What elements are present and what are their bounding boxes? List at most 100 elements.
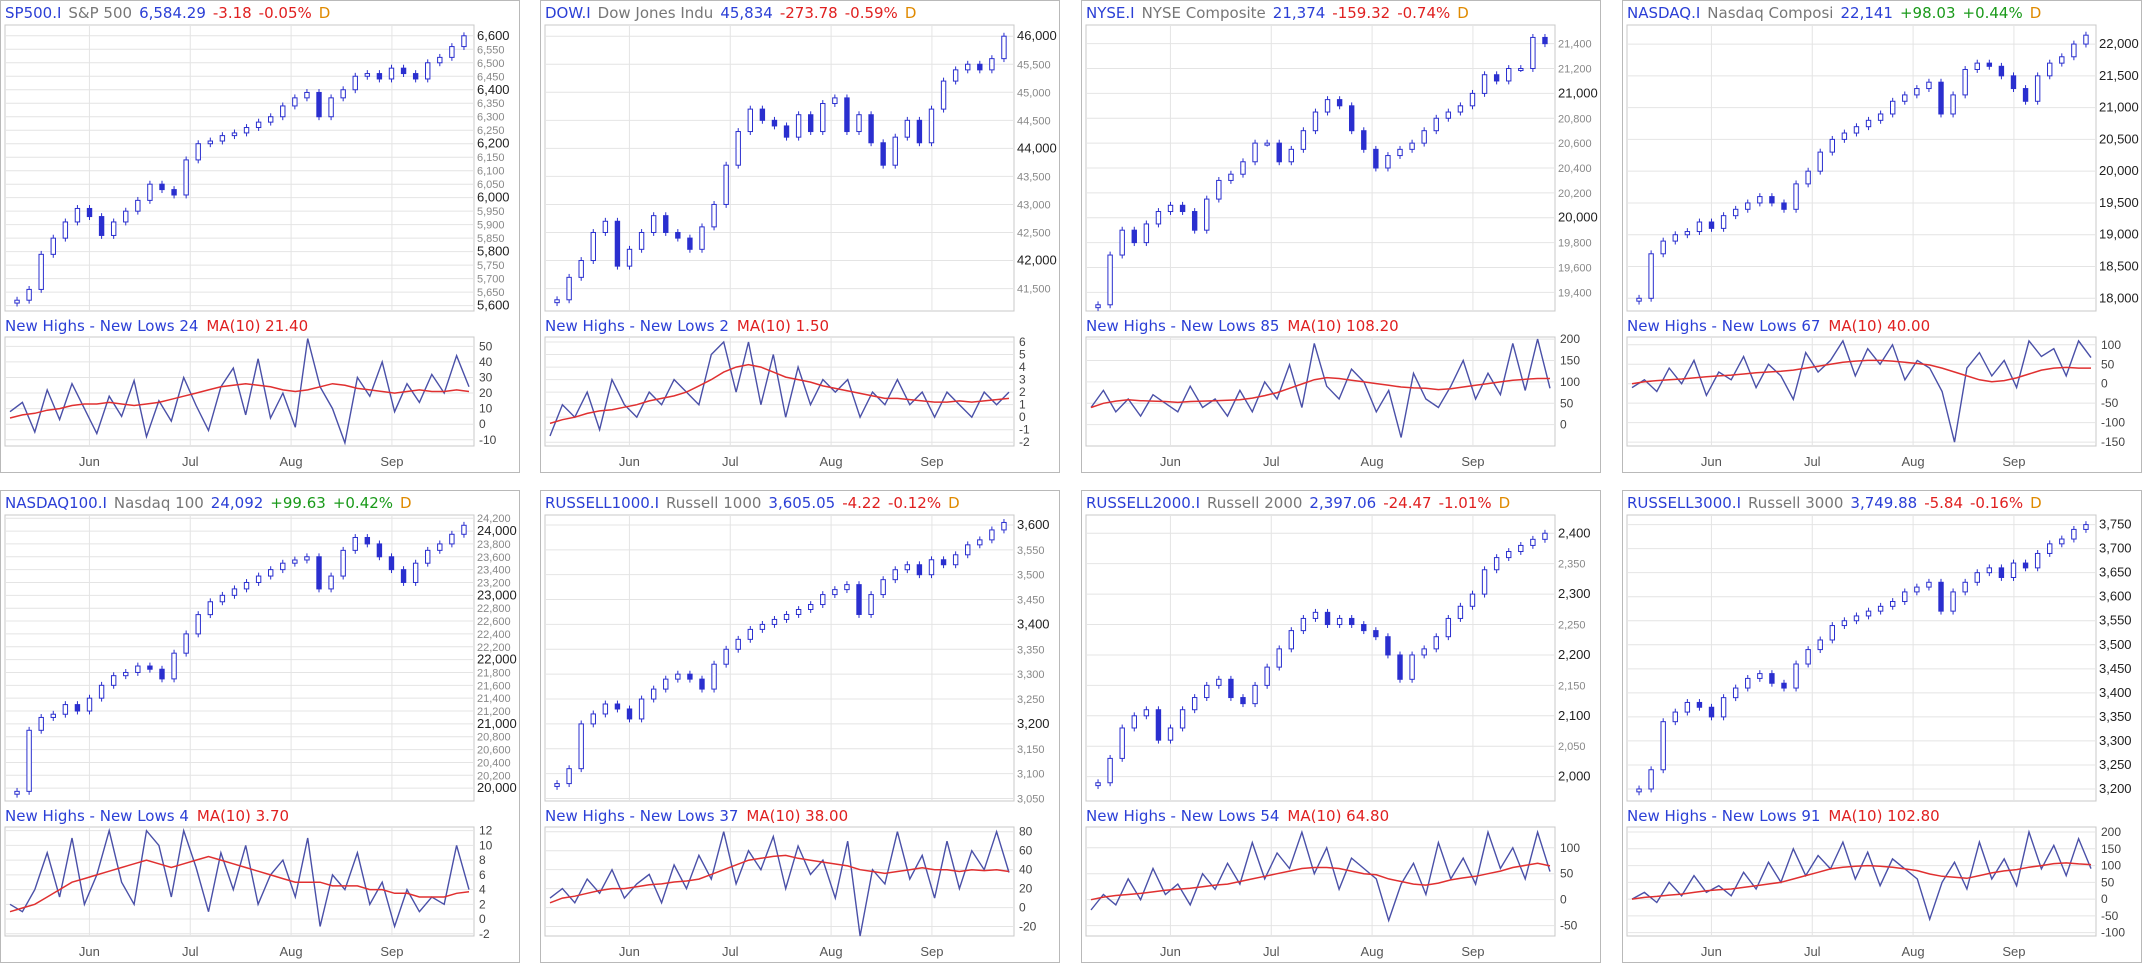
index-name: Russell 2000 [1207, 494, 1303, 512]
indicator-tick-label: 2 [479, 897, 486, 911]
y-tick-label: 20,400 [477, 757, 511, 769]
indicator-label: New Highs - New Lows 85 [1086, 317, 1280, 335]
y-tick-label: 22,000 [2099, 36, 2139, 51]
indicator-tick-label: -150 [2101, 435, 2125, 449]
candle-body [62, 704, 69, 715]
candle-body [602, 703, 609, 715]
candle-body [1348, 617, 1355, 626]
y-tick-label: 20,200 [1558, 188, 1592, 200]
candle-body [1397, 654, 1403, 680]
candle-body [425, 62, 431, 80]
candle-body [554, 299, 560, 304]
candle-body [376, 73, 383, 80]
y-tick-label: 3,600 [1017, 517, 1050, 532]
index-name: Russell 1000 [666, 494, 762, 512]
percent-change: -0.05% [258, 4, 312, 22]
frequency-label: D [400, 494, 412, 512]
x-tick-label: Aug [820, 454, 843, 469]
last-price: 6,584.29 [139, 4, 206, 22]
x-tick-label: Aug [820, 944, 843, 959]
candle-body [1336, 99, 1343, 107]
candle-body [892, 136, 898, 166]
indicator-tick-label: 50 [2101, 357, 2115, 371]
y-tick-label: 21,000 [2099, 100, 2139, 115]
x-tick-label: Jun [1160, 944, 1181, 959]
y-tick-label: 3,650 [2099, 565, 2132, 580]
indicator-tick-label: 40 [479, 355, 493, 369]
candle-body [952, 69, 959, 82]
candle-body [98, 216, 105, 236]
symbol-label: NASDAQ100.I [5, 494, 107, 512]
index-name: Nasdaq Composi [1707, 4, 1834, 22]
y-tick-label: 2,000 [1558, 769, 1591, 784]
candle-body [1708, 706, 1715, 718]
x-tick-label: Jun [79, 454, 100, 469]
candle-body [795, 609, 802, 615]
candle-body [699, 678, 705, 690]
last-price: 2,397.06 [1309, 494, 1377, 512]
y-tick-label: 20,400 [1558, 163, 1592, 175]
candle-body [1506, 68, 1512, 82]
candle-body [1216, 678, 1222, 686]
candle-body [400, 67, 407, 75]
indicator-tick-label: 3 [1019, 373, 1026, 387]
candle-body [1684, 231, 1691, 236]
chart-panel: NASDAQ.I Nasdaq Composi 22,141 +98.03 +0.44%… [1622, 0, 2142, 473]
y-tick-label: 21,400 [477, 693, 511, 705]
candle-body [807, 604, 814, 611]
candle-body [1926, 81, 1932, 90]
y-tick-label: 21,200 [1558, 64, 1592, 76]
percent-change: -0.74% [1397, 4, 1451, 22]
candle-body [38, 253, 44, 290]
candle-body [1373, 148, 1379, 169]
indicator-tick-label: -100 [2101, 926, 2125, 940]
candle-body [1385, 155, 1391, 169]
indicator-tick-label: -10 [479, 433, 497, 447]
candle-body [98, 684, 105, 699]
candle-body [1542, 532, 1548, 540]
candle-body [1252, 684, 1258, 705]
chart-header: RUSSELL2000.I Russell 2000 2,397.06 -24.47-… [1086, 493, 1517, 513]
ma-label: MA(10) 102.80 [1828, 807, 1940, 825]
indicator-tick-label: 80 [1019, 825, 1033, 839]
percent-change: -0.12% [888, 494, 942, 512]
ma10-line [9, 855, 470, 913]
candle-body [626, 248, 633, 267]
price-change: -3.18 [212, 4, 252, 22]
indicator-tick-label: -1 [1019, 423, 1030, 437]
y-tick-label: 2,400 [1558, 525, 1591, 540]
candle-body [1950, 94, 1956, 115]
candle-body [1445, 111, 1452, 119]
x-tick-label: Sep [920, 944, 943, 959]
chart-header: SP500.I S&P 500 6,584.29 -3.18 -0.05% D [5, 3, 337, 23]
index-name: Russell 3000 [1748, 494, 1844, 512]
candle-body [735, 131, 741, 166]
percent-change: -1.01% [1438, 494, 1492, 512]
candle-body [1001, 521, 1007, 531]
candle-body [771, 119, 778, 127]
candle-body [1732, 687, 1739, 699]
candle-body [74, 207, 81, 223]
indicator-tick-label: 0 [2101, 892, 2108, 906]
candle-body [1998, 567, 2005, 578]
y-tick-label: 3,350 [2099, 709, 2132, 724]
candle-body [1781, 202, 1787, 210]
candle-body [340, 549, 346, 577]
candle-body [820, 103, 826, 133]
candle-body [1107, 254, 1113, 306]
candle-body [147, 665, 153, 670]
candle-body [1696, 701, 1703, 708]
candle-body [638, 231, 645, 250]
candle-body [388, 556, 395, 571]
y-tick-label: 20,500 [2099, 131, 2139, 146]
index-name: NYSE Composite [1141, 4, 1266, 22]
indicator-tick-label: -2 [479, 927, 490, 941]
indicator-tick-label: 50 [2101, 875, 2115, 889]
chart-header: RUSSELL3000.I Russell 3000 3,749.88 -5.84 -0… [1627, 493, 2049, 513]
y-tick-label: 20,200 [477, 770, 511, 782]
candle-body [650, 688, 657, 700]
candle-body [1841, 620, 1848, 627]
candle-body [1445, 617, 1452, 638]
candle-body [207, 140, 214, 145]
y-tick-label: 5,700 [477, 274, 505, 286]
